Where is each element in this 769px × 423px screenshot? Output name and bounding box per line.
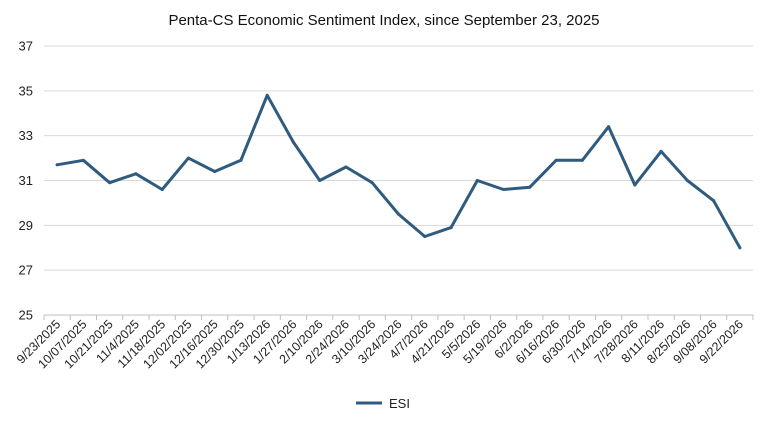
gridlines [44,45,753,271]
data-point [370,181,374,185]
data-point [397,212,400,216]
data-point [108,181,112,185]
legend-label-esi: ESI [389,396,410,411]
y-tick-label: 29 [19,218,33,233]
y-tick-label: 31 [19,173,33,188]
data-point [528,185,532,189]
data-point [160,187,164,191]
y-axis-ticks: 25 27 29 31 33 35 37 [19,39,33,323]
data-point [423,235,427,239]
y-tick-label: 33 [19,128,33,143]
data-point [633,183,637,187]
data-point [685,179,689,182]
chart-title: Penta-CS Economic Sentiment Index, since… [168,12,599,29]
data-point [580,158,584,162]
y-tick-label: 35 [19,83,33,98]
data-point [213,170,217,174]
series-layer [55,93,742,250]
data-point [291,140,295,144]
x-axis [43,314,754,320]
y-tick-label: 25 [19,308,33,323]
data-point [134,172,138,176]
data-point [607,125,611,129]
y-tick-label: 27 [19,263,33,278]
data-point [449,226,453,230]
data-point [738,246,742,250]
data-point [554,158,558,162]
data-point [502,187,506,191]
data-point [318,179,322,182]
data-point [712,199,716,203]
data-point [81,158,85,162]
legend: ESI [356,396,410,411]
data-point [659,149,663,153]
data-point [344,165,348,169]
x-axis-ticks: 9/23/202510/07/202510/21/202511/4/202511… [14,317,746,371]
data-point [239,158,243,162]
y-tick-label: 37 [19,39,33,54]
data-point [265,93,269,97]
data-point [55,163,59,167]
data-point [186,156,190,160]
data-point [475,179,479,182]
